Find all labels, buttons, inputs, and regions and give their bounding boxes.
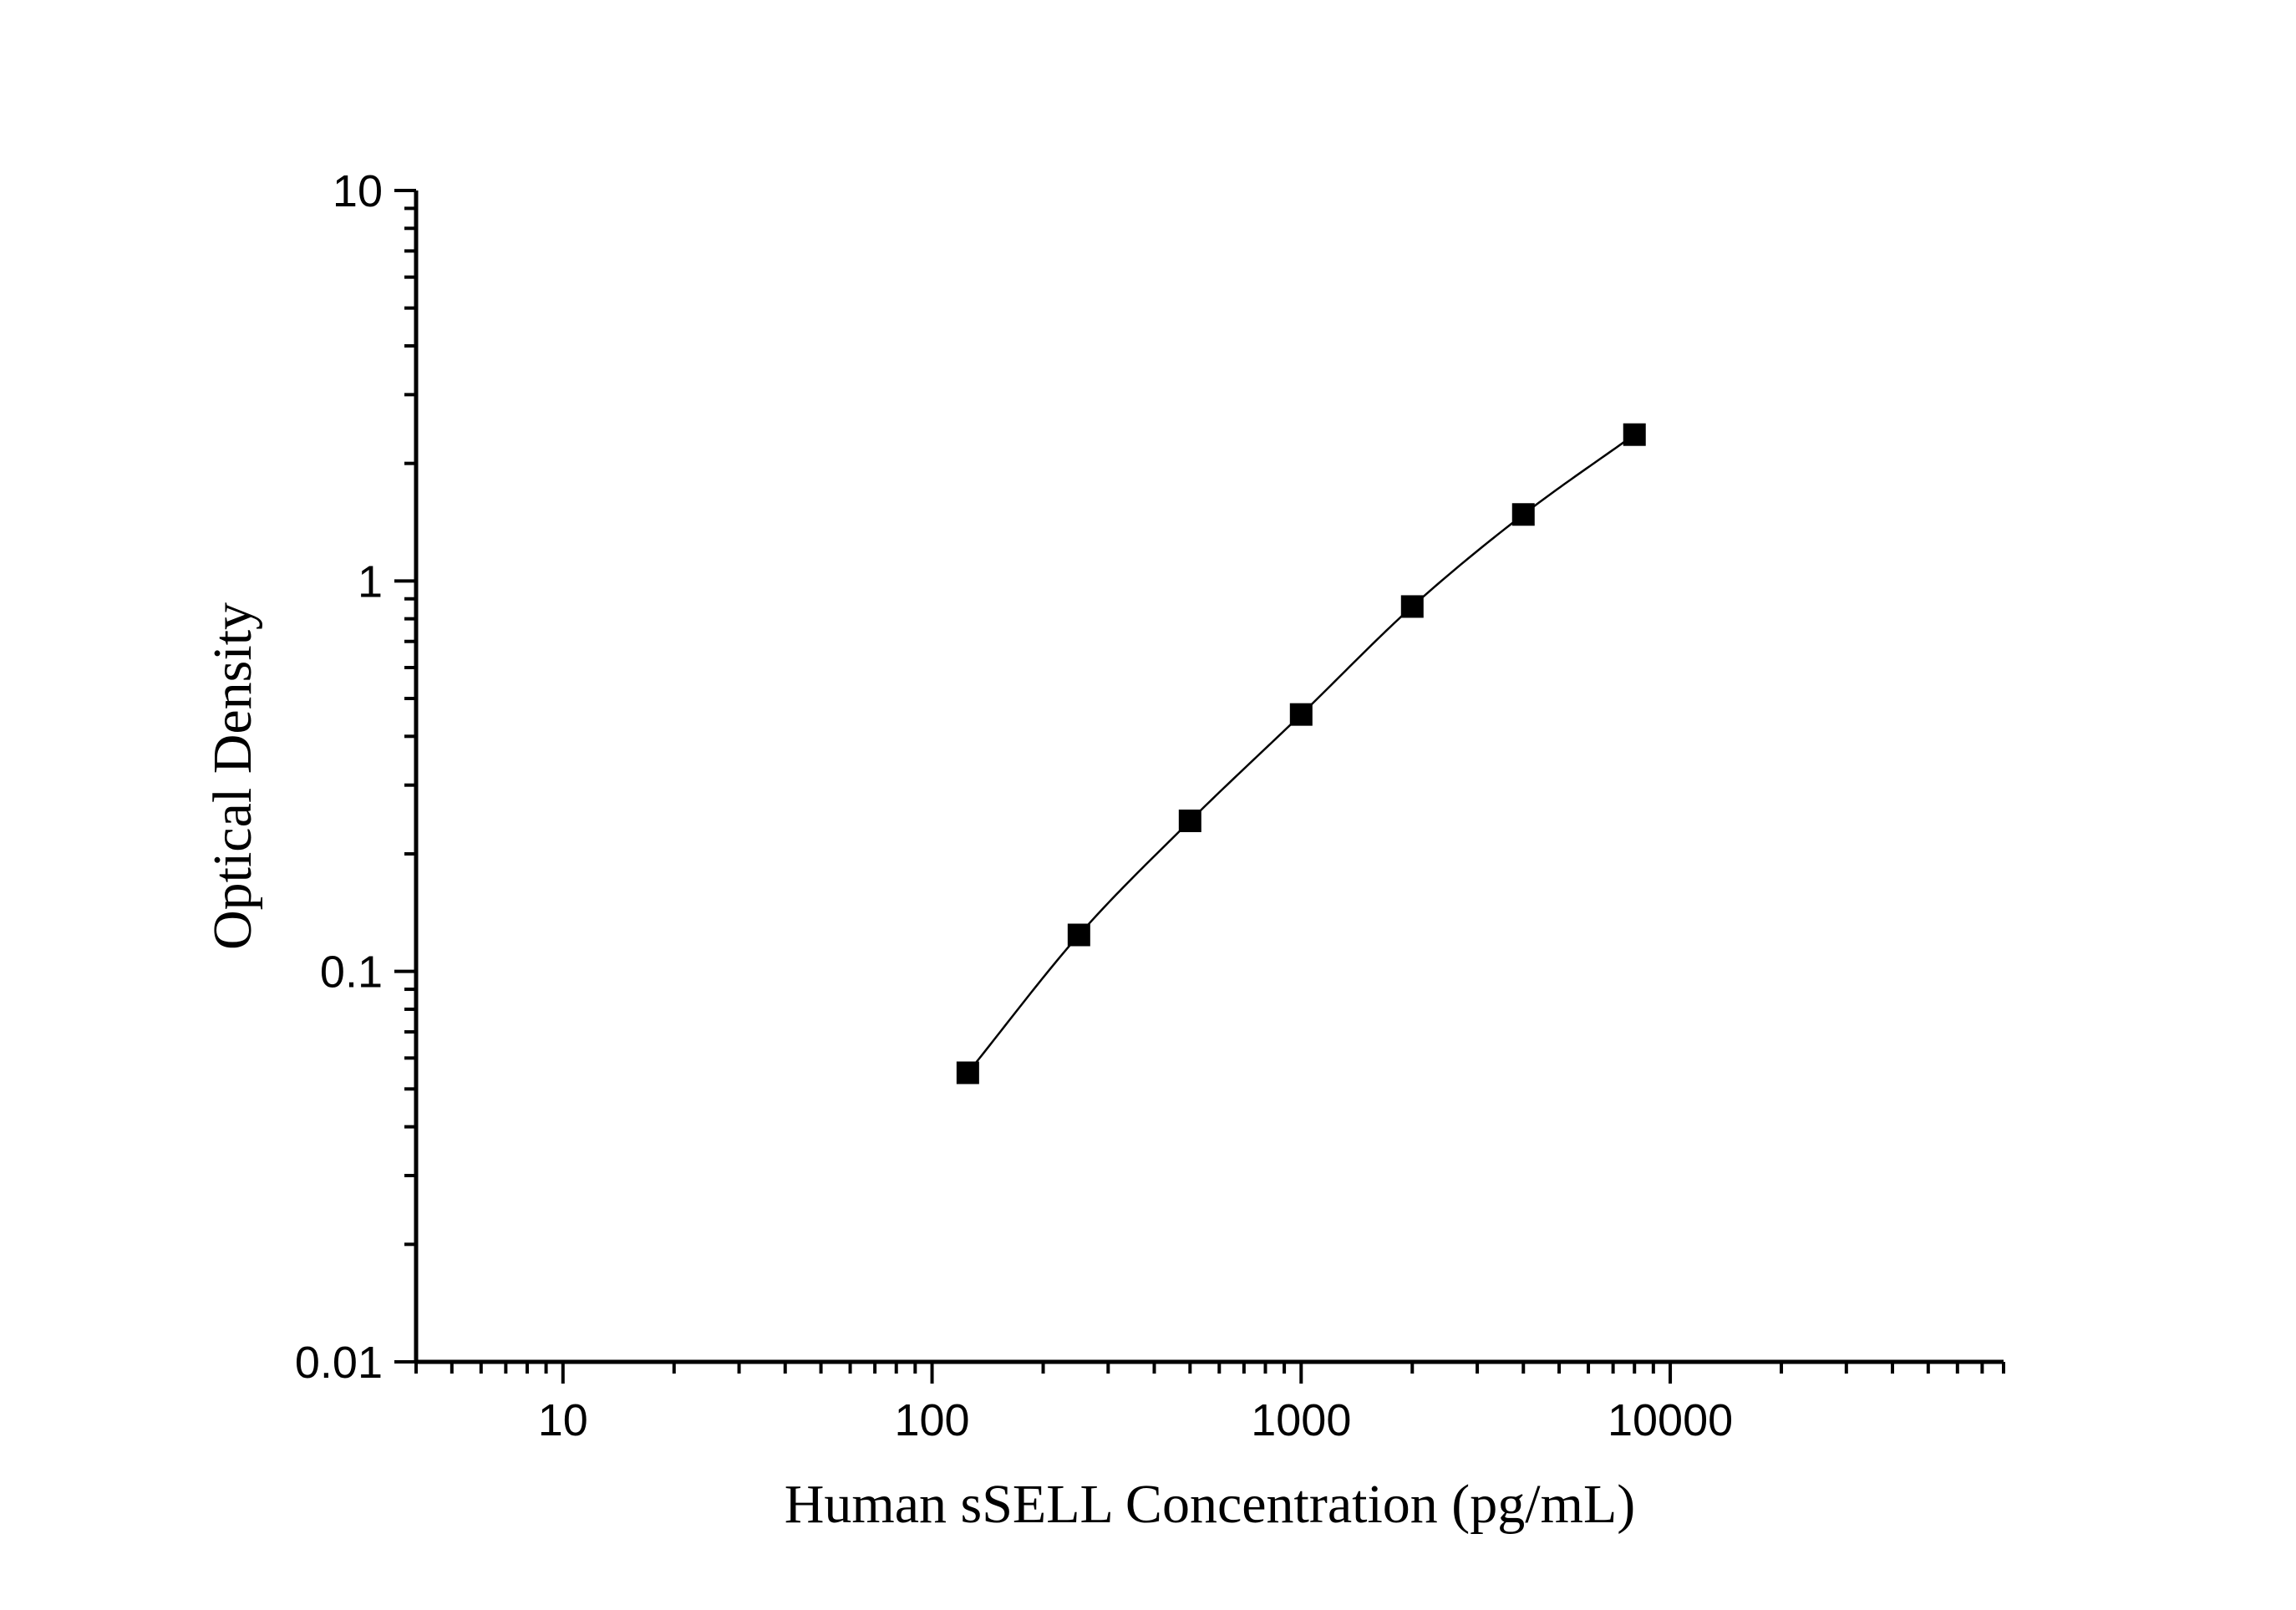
data-point-marker <box>1178 809 1201 832</box>
data-points-layer <box>956 423 1646 1084</box>
data-point-marker <box>1400 595 1424 618</box>
fitted-curve-layer <box>967 434 1635 1074</box>
y-tick-label: 10 <box>333 166 383 216</box>
x-tick-label: 10 <box>538 1395 588 1445</box>
data-point-marker <box>1067 923 1090 947</box>
x-tick-label: 1000 <box>1251 1395 1351 1445</box>
data-point-marker <box>956 1061 979 1084</box>
data-point-marker <box>1623 423 1646 446</box>
x-axis-title: Human sSELL Concentration (pg/mL) <box>785 1474 1636 1535</box>
y-tick-label: 0.1 <box>320 947 383 998</box>
y-tick-label: 1 <box>358 556 383 607</box>
x-tick-label: 10000 <box>1608 1395 1733 1445</box>
fitted-curve-line <box>967 434 1635 1074</box>
x-tick-label: 100 <box>894 1395 969 1445</box>
y-axis-ticks: 0.01 0.1 1 10 <box>295 166 416 1388</box>
x-axis-ticks: 10 100 1000 10000 <box>414 1362 2005 1445</box>
data-point-marker <box>1511 503 1535 526</box>
y-tick-label: 0.01 <box>295 1338 383 1388</box>
data-point-marker <box>1289 703 1313 726</box>
axes <box>414 190 2004 1364</box>
y-axis-title: Optical Density <box>202 602 263 950</box>
